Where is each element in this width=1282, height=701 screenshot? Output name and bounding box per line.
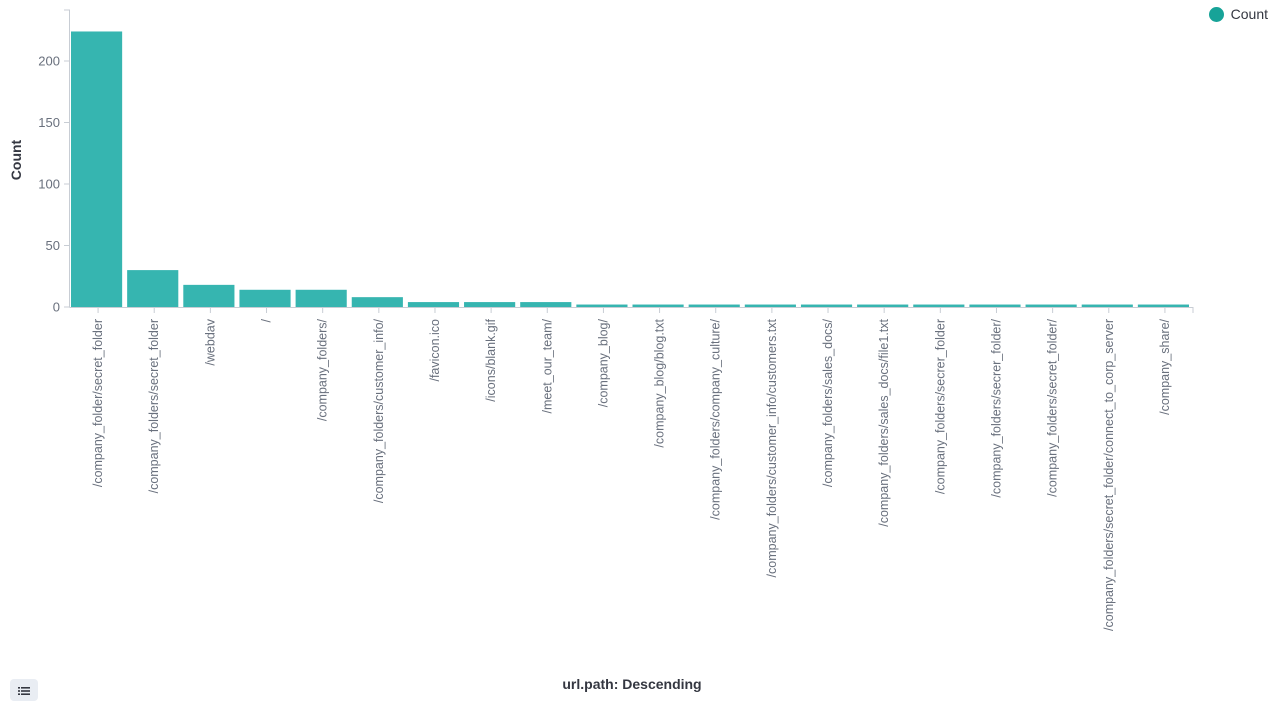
bar-9[interactable] (576, 304, 628, 307)
legend-label: Count (1230, 6, 1268, 22)
x-tick-label: /meet_our_team/ (540, 318, 554, 413)
bar-18[interactable] (1081, 304, 1133, 307)
x-tick-label: /favicon.ico (428, 319, 442, 382)
y-tick-label: 150 (38, 115, 60, 130)
bar-8[interactable] (520, 302, 572, 307)
x-tick-label: /company_share/ (1158, 318, 1172, 414)
legend-toggle-button[interactable] (10, 679, 38, 701)
list-icon (18, 687, 30, 695)
x-tick-label: /company_folders/sales_docs/file1.txt (877, 318, 891, 526)
bar-2[interactable] (183, 284, 235, 307)
x-tick-label: /company_folders/ (316, 318, 330, 421)
y-axis: 0 50 100 150 200 (38, 9, 70, 315)
x-tick-label: /company_folders/sales_docs/ (821, 318, 835, 487)
x-tick-label: /company_folders/secret_folder/ (1046, 318, 1060, 496)
x-tick-label: /company_folders/secret_folder/connect_t… (1102, 319, 1116, 631)
x-tick-label: /company_folder/secret_folder (91, 319, 105, 487)
y-tick-label: 0 (53, 300, 60, 315)
bar-0[interactable] (71, 31, 123, 307)
bar-14[interactable] (857, 304, 909, 307)
bar-13[interactable] (800, 304, 853, 307)
bar-1[interactable] (127, 270, 179, 307)
x-tick-label: /webdav (203, 318, 217, 365)
bar-5[interactable] (351, 297, 403, 307)
x-tick-label: / (260, 318, 274, 322)
bar-3[interactable] (239, 289, 291, 307)
x-axis: /company_folder/secret_folder/company_fo… (69, 307, 1194, 631)
x-axis-title: url.path: Descending (562, 676, 701, 692)
x-tick-label: /company_folders/secrer_folder/ (989, 318, 1003, 497)
bar-7[interactable] (464, 302, 516, 307)
x-tick-label: /company_folders/customer_info/customers… (765, 318, 779, 577)
legend-item-count[interactable]: Count (1208, 6, 1268, 22)
bar-6[interactable] (407, 302, 460, 307)
bar-16[interactable] (969, 304, 1021, 307)
x-tick-label: /company_blog/ (596, 318, 610, 407)
bar-11[interactable] (688, 304, 740, 307)
bar-19[interactable] (1137, 304, 1189, 307)
y-tick-label: 100 (38, 177, 60, 192)
bars (71, 31, 1189, 307)
y-tick-label: 50 (46, 238, 60, 253)
bar-10[interactable] (632, 304, 684, 307)
x-tick-label: /icons/blank.gif (484, 318, 498, 401)
legend-color-dot (1208, 6, 1224, 22)
y-axis-title: Count (8, 139, 24, 180)
bar-17[interactable] (1025, 304, 1077, 307)
x-tick-label: /company_folders/secret_folder (147, 319, 161, 493)
bar-12[interactable] (744, 304, 796, 307)
bar-4[interactable] (295, 289, 347, 307)
bar-15[interactable] (913, 304, 965, 307)
y-tick-label: 200 (38, 54, 60, 69)
x-tick-label: /company_blog/blog.txt (653, 318, 667, 447)
x-tick-label: /company_folders/company_culture/ (709, 318, 723, 519)
x-tick-label: /company_folders/customer_info/ (372, 318, 386, 503)
x-tick-label: /company_folders/secrer_folder (933, 319, 947, 494)
